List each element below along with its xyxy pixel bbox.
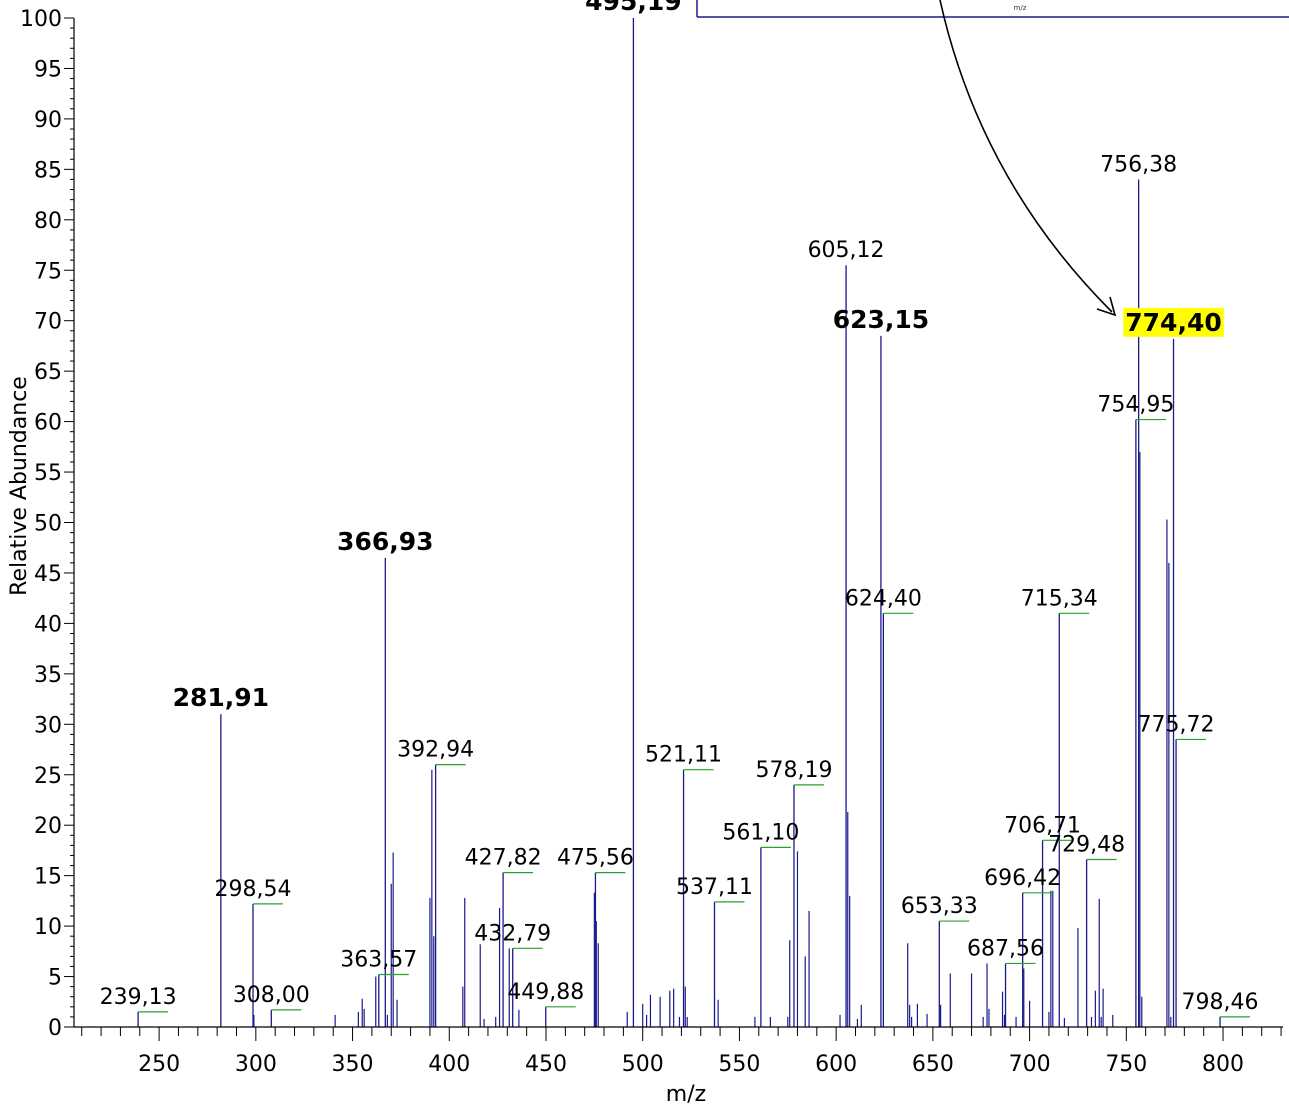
- peak-label: 754,95: [1097, 393, 1174, 418]
- y-tick-label: 5: [48, 966, 62, 991]
- peak-label: 624,40: [845, 586, 922, 611]
- peak-label: 537,11: [676, 875, 753, 900]
- inset-axis-label: m/z: [1014, 4, 1027, 12]
- peak-label: 775,72: [1138, 712, 1215, 737]
- peak-label: 239,13: [100, 985, 177, 1010]
- peak-label: 363,57: [340, 948, 417, 973]
- y-tick-label: 0: [48, 1016, 62, 1041]
- peak-label: 715,34: [1021, 586, 1098, 611]
- annotation-arrowhead: [1096, 296, 1117, 317]
- y-tick-label: 30: [34, 713, 62, 738]
- peak-label: 696,42: [984, 866, 1061, 891]
- y-tick-label: 20: [34, 814, 62, 839]
- y-tick-label: 10: [34, 915, 62, 940]
- peak-label: 653,33: [901, 894, 978, 919]
- peak-label: 605,12: [808, 238, 885, 263]
- peak-labels: 239,13 281,91 298,54 308,00 363,57 366,93 392,…: [100, 0, 1259, 1015]
- y-tick-label: 40: [34, 612, 62, 637]
- peak-label: 798,46: [1182, 990, 1259, 1015]
- peak-series: [137, 18, 1221, 1027]
- annotation-arrow: [939, 0, 1113, 313]
- x-tick-label: 650: [912, 1052, 954, 1077]
- peak-label: 495,19: [585, 0, 681, 16]
- peak-label: 774,40: [1125, 308, 1221, 337]
- y-tick-label: 45: [34, 562, 62, 587]
- label-highlight: [1123, 307, 1224, 337]
- y-tick-label: 95: [34, 57, 62, 82]
- x-axis-title: m/z: [666, 1082, 706, 1107]
- y-tick-label: 90: [34, 108, 62, 133]
- peak-label: 561,10: [722, 820, 799, 845]
- y-tick-label: 75: [34, 259, 62, 284]
- x-tick-label: 750: [1105, 1052, 1147, 1077]
- peak-label: 366,93: [337, 527, 433, 556]
- peak-label: 475,56: [557, 846, 634, 871]
- peak-label: 392,94: [397, 738, 474, 763]
- axes: 0 5 10 15 20 25 30 35 40 45 50 55 60 65 70 75 80 85 90 95 10…: [20, 7, 1283, 1077]
- inset-frame: m/z: [696, 0, 1289, 18]
- peak-label: 578,19: [755, 758, 832, 783]
- x-tick-label: 600: [815, 1052, 857, 1077]
- y-axis-title: Relative Abundance: [7, 376, 32, 596]
- peak-label: 521,11: [645, 743, 722, 768]
- peak-label: 729,48: [1048, 833, 1125, 858]
- x-tick-label: 350: [332, 1052, 374, 1077]
- y-tick-label: 80: [34, 209, 62, 234]
- peak-label: 687,56: [967, 936, 1044, 961]
- y-tick-label: 70: [34, 310, 62, 335]
- x-tick-label: 400: [428, 1052, 470, 1077]
- y-tick-label: 15: [34, 865, 62, 890]
- y-tick-label: 55: [34, 461, 62, 486]
- y-tick-label: 85: [34, 158, 62, 183]
- x-tick-label: 250: [138, 1052, 180, 1077]
- peak-label: 449,88: [507, 980, 584, 1005]
- x-tick-label: 700: [1009, 1052, 1051, 1077]
- y-tick-label: 50: [34, 512, 62, 537]
- y-tick-label: 65: [34, 360, 62, 385]
- x-tick-label: 450: [525, 1052, 567, 1077]
- y-tick-label: 60: [34, 411, 62, 436]
- peak-label: 308,00: [233, 983, 310, 1008]
- peak-label: 281,91: [173, 683, 269, 712]
- peak-label: 432,79: [474, 921, 551, 946]
- y-tick-label: 100: [20, 7, 62, 32]
- peak-label: 298,54: [215, 877, 292, 902]
- peak-label: 756,38: [1100, 152, 1177, 177]
- peak-label: 706,71: [1004, 813, 1081, 838]
- x-tick-label: 800: [1202, 1052, 1244, 1077]
- x-tick-label: 500: [622, 1052, 664, 1077]
- peak-label: 623,15: [833, 305, 929, 334]
- label-underlines: [138, 418, 1251, 1018]
- y-tick-label: 25: [34, 764, 62, 789]
- x-tick-label: 300: [235, 1052, 277, 1077]
- x-tick-label: 550: [718, 1052, 760, 1077]
- y-tick-label: 35: [34, 663, 62, 688]
- peak-label: 427,82: [465, 846, 542, 871]
